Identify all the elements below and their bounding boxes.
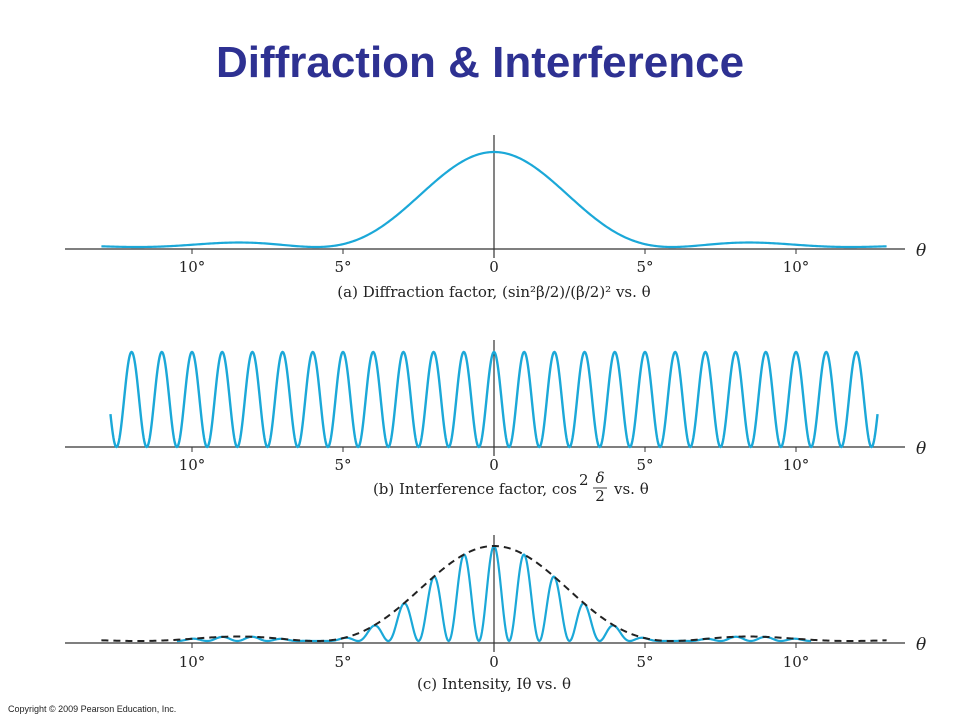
panel-c-ticks: 10° 5° 0 5° 10° — [179, 643, 810, 671]
panel-c-caption: (c) Intensity, Iθ vs. θ — [417, 675, 571, 693]
panel-b-tick-label: 10° — [179, 456, 206, 474]
panel-a-tick-label: 5° — [636, 258, 653, 276]
panel-c-tick-label: 0 — [489, 653, 499, 671]
panel-c: 10° 5° 0 5° 10° θ (c) Intensity, Iθ vs. θ — [65, 535, 926, 693]
panel-c-x-symbol: θ — [916, 635, 926, 655]
panel-b-tick-label: 10° — [783, 456, 810, 474]
panel-b-caption: (b) Interference factor, cos 2 δ 2 vs. θ — [373, 469, 649, 505]
panel-b-caption-power: 2 — [579, 471, 589, 489]
panel-b: 10° 5° 0 5° 10° θ (b) Interference factor, c… — [65, 340, 926, 505]
panel-a: 10° 5° 0 5° 10° θ (a) Diffraction factor, (s… — [65, 135, 926, 301]
panel-b-interference-curve — [109, 350, 879, 449]
copyright-notice: Copyright © 2009 Pearson Education, Inc. — [8, 704, 177, 714]
panel-c-tick-label: 5° — [636, 653, 653, 671]
panel-b-caption-prefix: (b) Interference factor, cos — [373, 480, 577, 498]
panel-a-diffraction-curve — [101, 150, 887, 249]
panel-a-ticks: 10° 5° 0 5° 10° — [179, 249, 810, 276]
panel-a-tick-label: 10° — [179, 258, 206, 276]
panel-b-ticks: 10° 5° 0 5° 10° — [179, 447, 810, 474]
panel-b-x-symbol: θ — [916, 439, 926, 459]
slide-title: Diffraction & Interference — [215, 38, 745, 87]
panel-a-x-symbol: θ — [916, 241, 926, 261]
panel-a-caption: (a) Diffraction factor, (sin²β/2)/(β/2)²… — [337, 283, 650, 301]
panel-b-caption-suffix: vs. θ — [613, 480, 649, 498]
panel-b-caption-frac-den: 2 — [595, 487, 605, 505]
panel-b-tick-label: 5° — [636, 456, 653, 474]
panel-c-tick-label: 5° — [334, 653, 351, 671]
panel-c-tick-label: 10° — [179, 653, 206, 671]
panel-a-tick-label: 0 — [489, 258, 499, 276]
panel-a-tick-label: 10° — [783, 258, 810, 276]
panel-c-tick-label: 10° — [783, 653, 810, 671]
panel-b-tick-label: 0 — [489, 456, 499, 474]
panel-c-diffraction-envelope — [101, 544, 887, 643]
panel-a-tick-label: 5° — [334, 258, 351, 276]
panel-b-caption-frac-num: δ — [595, 469, 604, 487]
panel-b-tick-label: 5° — [334, 456, 351, 474]
